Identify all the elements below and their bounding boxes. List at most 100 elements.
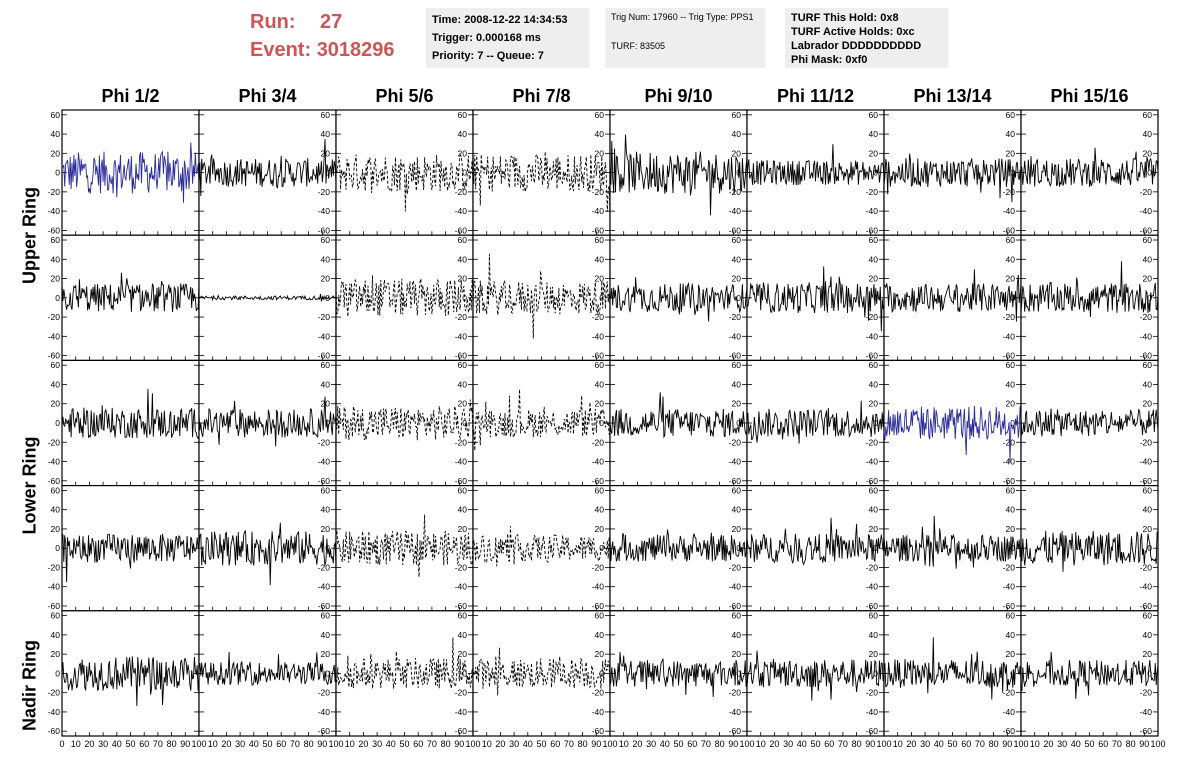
x-tick-label: 70 <box>427 739 437 749</box>
panel-r2-c6: -60 -40 -20 0 20 40 60 <box>746 234 885 361</box>
x-tick-label: 20 <box>906 739 916 749</box>
y-tick-label: 40 <box>51 254 61 264</box>
y-tick-label-inner: 20 <box>321 524 331 534</box>
y-tick-label-inner: -40 <box>866 582 879 592</box>
y-tick-label-inner: 40 <box>1143 129 1153 139</box>
y-tick-label-inner: 0 <box>1010 668 1015 678</box>
waveform-trace <box>609 529 748 562</box>
run-label: Run: <box>250 11 296 33</box>
y-tick-label: -60 <box>48 225 61 235</box>
y-tick-label-inner: 60 <box>321 611 331 621</box>
panel-frame <box>1020 109 1159 236</box>
panel-frame <box>472 234 611 361</box>
y-tick-label-inner: -20 <box>1140 562 1153 572</box>
waveform-trace <box>746 517 885 566</box>
y-tick-label-inner: 0 <box>736 668 741 678</box>
y-tick-label-inner: 0 <box>462 168 467 178</box>
y-tick-label-inner: 60 <box>1006 110 1016 120</box>
waveform-trace <box>335 637 474 689</box>
y-tick-label: 20 <box>51 148 61 158</box>
y-tick-label-inner: 60 <box>1143 235 1153 245</box>
y-tick-label-inner: -40 <box>1140 457 1153 467</box>
y-tick-label: 60 <box>51 235 61 245</box>
waveform-trace <box>335 153 474 212</box>
y-tick-label-inner: 40 <box>458 505 468 515</box>
waveform-trace <box>883 515 1022 569</box>
y-tick-label-inner: 20 <box>595 148 605 158</box>
time-text: Time: 2008-12-22 14:34:53 <box>432 14 568 26</box>
y-tick-label-inner: 60 <box>732 110 742 120</box>
y-tick-label-inner: 20 <box>1143 649 1153 659</box>
y-tick-label-inner: 60 <box>458 485 468 495</box>
y-tick-label-inner: -60 <box>729 351 742 361</box>
x-tick-label: 30 <box>235 739 245 749</box>
y-tick-label-inner: 40 <box>595 379 605 389</box>
y-tick-label-inner: 20 <box>458 649 468 659</box>
labrador-text: Labrador DDDDDDDDDD <box>791 40 922 52</box>
y-tick-label-inner: 60 <box>321 485 331 495</box>
x-tick-label: 80 <box>441 739 451 749</box>
panel-r1-c8: -60 -40 -20 0 20 40 60 <box>1020 109 1159 236</box>
y-tick-label-inner: 40 <box>458 129 468 139</box>
waveform-trace <box>61 656 200 707</box>
y-tick-label: -20 <box>48 688 61 698</box>
waveform-trace <box>746 266 885 332</box>
y-tick-label-inner: 20 <box>595 274 605 284</box>
x-tick-label: 30 <box>646 739 656 749</box>
y-tick-label-inner: 0 <box>1147 293 1152 303</box>
waveform-trace <box>472 253 611 339</box>
x-tick-label: 10 <box>345 739 355 749</box>
y-tick-label: 60 <box>51 360 61 370</box>
y-tick-label-inner: -60 <box>1003 726 1016 736</box>
waveform-trace <box>746 144 885 186</box>
waveform-trace <box>335 514 474 578</box>
x-tick-label: 90 <box>1139 739 1149 749</box>
y-tick-label-inner: -40 <box>1140 331 1153 341</box>
y-tick-label-inner: 20 <box>732 274 742 284</box>
y-tick-label-inner: -40 <box>592 582 605 592</box>
trigger-info-box: Trig Num: 17960 -- Trig Type: PPS1 TURF:… <box>605 8 765 68</box>
x-tick-label: 20 <box>221 739 231 749</box>
y-tick-label-inner: 20 <box>869 399 879 409</box>
x-tick-label: 0 <box>59 739 64 749</box>
waveform-trace <box>746 650 885 701</box>
x-tick-label: 60 <box>824 739 834 749</box>
y-tick-label-inner: 0 <box>736 543 741 553</box>
y-tick-label-inner: 60 <box>732 235 742 245</box>
y-tick-label-inner: -40 <box>455 582 468 592</box>
y-tick-label-inner: 20 <box>869 274 879 284</box>
x-tick-label: 20 <box>495 739 505 749</box>
y-tick-label-inner: 20 <box>321 649 331 659</box>
panel-r3-c7: -60 -40 -20 0 20 40 60 <box>883 359 1022 487</box>
y-tick-label-inner: 40 <box>595 505 605 515</box>
y-tick-label-inner: -40 <box>866 707 879 717</box>
y-tick-label-inner: -20 <box>318 562 331 572</box>
y-tick-label: 60 <box>51 611 61 621</box>
y-tick-label-inner: 60 <box>1143 360 1153 370</box>
y-tick-label-inner: -40 <box>1140 206 1153 216</box>
x-tick-label: 40 <box>112 739 122 749</box>
y-tick-label-inner: 60 <box>732 360 742 370</box>
y-tick-label-inner: 60 <box>595 611 605 621</box>
x-tick-label: 30 <box>98 739 108 749</box>
x-tick-label: 70 <box>975 739 985 749</box>
x-tick-label: 10 <box>619 739 629 749</box>
x-tick-label: 20 <box>632 739 642 749</box>
y-tick-label: -60 <box>48 476 61 486</box>
panel-r3-c5: -60 -40 -20 0 20 40 60 <box>609 359 748 487</box>
turf-active-text: TURF Active Holds: 0xc <box>791 26 915 38</box>
y-tick-label-inner: -20 <box>455 312 468 322</box>
y-tick-label-inner: -60 <box>318 476 331 486</box>
y-tick-label-inner: 40 <box>732 630 742 640</box>
x-tick-label: 90 <box>317 739 327 749</box>
y-tick-label-inner: 0 <box>462 543 467 553</box>
y-tick-label-inner: 20 <box>458 524 468 534</box>
waveform-trace <box>609 134 748 216</box>
y-tick-label-inner: 40 <box>595 254 605 264</box>
x-tick-label: 40 <box>249 739 259 749</box>
x-tick-label: 30 <box>1057 739 1067 749</box>
